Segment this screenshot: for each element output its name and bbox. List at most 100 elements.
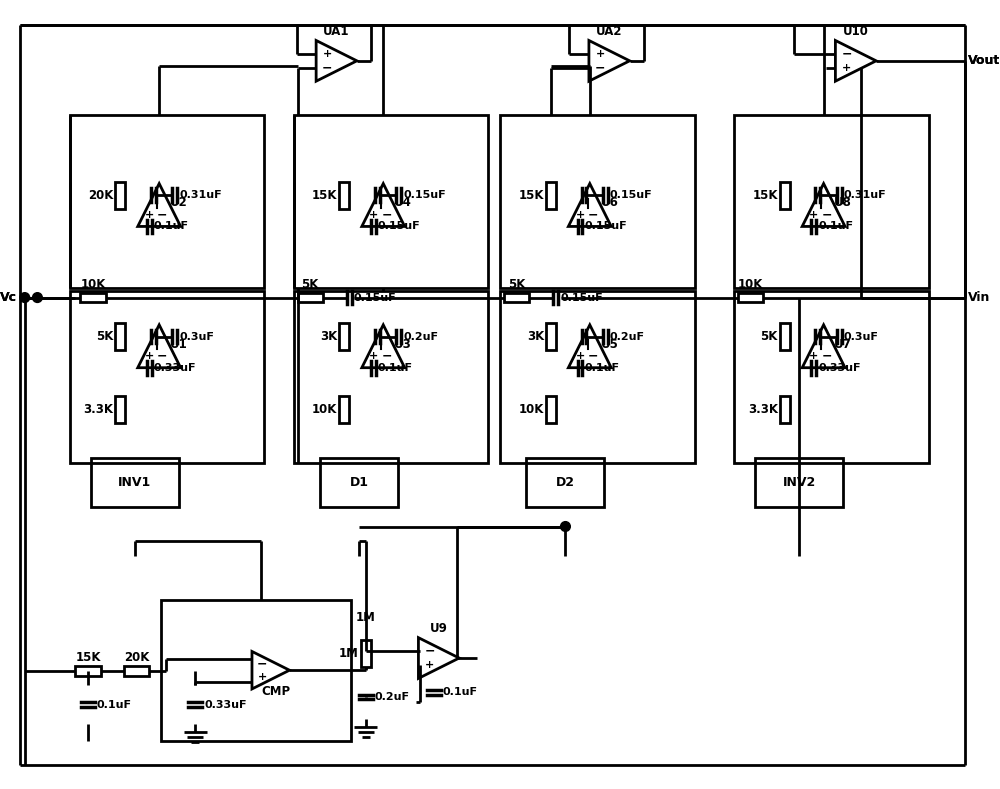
Text: 3K: 3K: [320, 330, 337, 343]
Text: +: +: [595, 49, 605, 58]
Text: +: +: [145, 351, 154, 361]
Bar: [115, 396, 125, 423]
Text: D1: D1: [349, 477, 368, 489]
Text: 5K: 5K: [760, 330, 778, 343]
Text: 5K: 5K: [302, 278, 319, 290]
Circle shape: [33, 293, 42, 302]
Text: 0.3uF: 0.3uF: [844, 331, 878, 342]
Text: −: −: [822, 208, 832, 221]
Bar: [339, 396, 349, 423]
Bar: [504, 293, 529, 302]
Text: 0.2uF: 0.2uF: [403, 331, 438, 342]
Bar: [80, 293, 106, 302]
Text: 10K: 10K: [312, 403, 337, 416]
Text: −: −: [381, 208, 392, 221]
Text: 20K: 20K: [124, 651, 149, 664]
Text: U4: U4: [394, 196, 412, 209]
Text: 0.33uF: 0.33uF: [204, 700, 247, 710]
Text: −: −: [822, 350, 832, 362]
Text: CMP: CMP: [261, 685, 290, 697]
Text: +: +: [145, 210, 154, 219]
Text: 0.1uF: 0.1uF: [584, 363, 619, 372]
Text: 0.33uF: 0.33uF: [154, 363, 196, 372]
Text: 1M: 1M: [339, 647, 359, 660]
Text: +: +: [258, 671, 267, 682]
Text: 0.15uF: 0.15uF: [354, 293, 396, 302]
Text: 0.15uF: 0.15uF: [378, 222, 421, 231]
Bar: [780, 396, 790, 423]
Text: 0.31uF: 0.31uF: [179, 190, 222, 200]
Text: −: −: [381, 350, 392, 362]
Bar: [734, 290, 929, 463]
Text: D2: D2: [556, 477, 575, 489]
Text: −: −: [588, 208, 598, 221]
Bar: [339, 181, 349, 209]
Text: −: −: [424, 645, 435, 657]
Text: 15K: 15K: [752, 189, 778, 202]
Text: U9: U9: [430, 622, 448, 634]
Text: 15K: 15K: [312, 189, 337, 202]
Text: U3: U3: [394, 338, 412, 350]
Bar: [161, 600, 351, 741]
Text: 0.1uF: 0.1uF: [154, 222, 189, 231]
Text: 0.31uF: 0.31uF: [844, 190, 886, 200]
Text: −: −: [157, 350, 168, 362]
Text: −: −: [322, 62, 333, 74]
Bar: [70, 115, 264, 288]
Text: +: +: [809, 351, 819, 361]
Text: Vc: Vc: [0, 291, 17, 304]
Bar: [546, 181, 556, 209]
Text: 0.15uF: 0.15uF: [584, 222, 627, 231]
Text: 0.15uF: 0.15uF: [403, 190, 446, 200]
Text: −: −: [157, 208, 168, 221]
Text: UA2: UA2: [596, 24, 623, 38]
Text: 20K: 20K: [88, 189, 113, 202]
Bar: [738, 293, 763, 302]
Text: 0.1uF: 0.1uF: [443, 687, 478, 697]
Bar: [546, 323, 556, 350]
Bar: [339, 323, 349, 350]
Text: −: −: [588, 350, 598, 362]
Text: +: +: [576, 210, 585, 219]
Text: Vc: Vc: [0, 291, 17, 304]
Text: U6: U6: [601, 196, 618, 209]
Circle shape: [20, 293, 30, 302]
Text: 5K: 5K: [508, 278, 525, 290]
Bar: [734, 115, 929, 288]
Text: 3.3K: 3.3K: [83, 403, 113, 416]
Bar: [75, 666, 101, 675]
Text: −: −: [841, 47, 852, 60]
Text: 0.1uF: 0.1uF: [378, 363, 413, 372]
Text: INV2: INV2: [783, 477, 816, 489]
Text: U7: U7: [834, 338, 852, 350]
Text: 0.2uF: 0.2uF: [610, 331, 645, 342]
Bar: [500, 290, 695, 463]
Text: 0.33uF: 0.33uF: [818, 363, 861, 372]
Text: 10K: 10K: [519, 403, 544, 416]
Bar: [526, 458, 604, 507]
Text: U8: U8: [834, 196, 852, 209]
Text: U1: U1: [170, 338, 188, 350]
Bar: [298, 293, 323, 302]
Bar: [124, 666, 149, 675]
Bar: [755, 458, 843, 507]
Text: 0.3uF: 0.3uF: [179, 331, 214, 342]
Text: U2: U2: [170, 196, 188, 209]
Text: 3K: 3K: [527, 330, 544, 343]
Bar: [115, 323, 125, 350]
Bar: [294, 290, 488, 463]
Bar: [320, 458, 398, 507]
Text: Vin: Vin: [968, 291, 990, 304]
Text: 1M: 1M: [356, 611, 376, 624]
Bar: [546, 396, 556, 423]
Text: +: +: [842, 63, 851, 73]
Bar: [361, 640, 371, 667]
Text: 15K: 15K: [519, 189, 544, 202]
Bar: [294, 115, 488, 288]
Text: 10K: 10K: [738, 278, 763, 290]
Text: UA1: UA1: [323, 24, 350, 38]
Text: Vout: Vout: [968, 54, 1000, 67]
Text: 0.2uF: 0.2uF: [374, 692, 409, 702]
Text: 10K: 10K: [80, 278, 106, 290]
Text: U10: U10: [843, 24, 869, 38]
